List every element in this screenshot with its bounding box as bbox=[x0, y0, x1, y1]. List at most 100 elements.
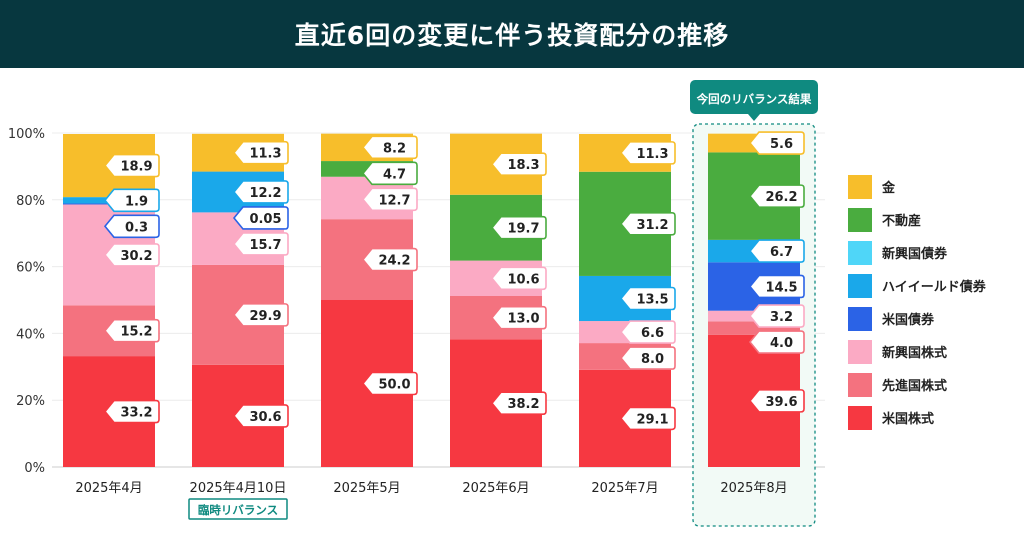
data-label-box bbox=[232, 180, 289, 204]
legend-label: 米国債券 bbox=[882, 313, 935, 328]
y-tick-label: 100% bbox=[8, 127, 45, 142]
data-label-text: 12.2 bbox=[249, 186, 281, 201]
legend-swatch bbox=[848, 372, 872, 397]
y-tick-label: 20% bbox=[16, 394, 45, 409]
data-label: 10.6 bbox=[490, 266, 547, 291]
data-label: 30.6 bbox=[232, 404, 289, 428]
x-tick-label: 2025年6月 bbox=[462, 481, 529, 496]
legend-swatch bbox=[848, 273, 872, 298]
data-label-text: 19.7 bbox=[507, 222, 539, 237]
sublabel-text: 臨時リバランス bbox=[198, 503, 278, 517]
data-label-box bbox=[748, 274, 805, 299]
data-label-text: 12.7 bbox=[378, 193, 410, 208]
data-label-text: 11.3 bbox=[636, 147, 668, 162]
x-tick-label: 2025年5月 bbox=[333, 481, 400, 496]
data-label: 30.2 bbox=[103, 243, 160, 267]
data-label-text: 14.5 bbox=[765, 280, 797, 295]
data-label-text: 38.2 bbox=[507, 397, 539, 412]
data-label-text: 50.0 bbox=[378, 378, 410, 393]
data-label-box bbox=[490, 391, 547, 416]
data-label: 29.1 bbox=[619, 406, 676, 431]
data-label: 11.3 bbox=[232, 140, 289, 165]
data-label-box bbox=[619, 141, 676, 165]
data-label: 18.3 bbox=[490, 152, 547, 177]
data-label-text: 13.5 bbox=[636, 292, 668, 307]
data-label-box bbox=[490, 266, 547, 291]
data-label-box bbox=[748, 184, 805, 208]
data-label-box bbox=[103, 188, 160, 213]
data-label-box bbox=[103, 153, 160, 178]
y-tick-label: 40% bbox=[16, 327, 45, 342]
data-label-text: 24.2 bbox=[378, 254, 410, 269]
data-label-text: 4.0 bbox=[770, 336, 793, 351]
data-label: 4.0 bbox=[748, 330, 805, 354]
data-label-text: 0.3 bbox=[125, 220, 148, 235]
data-label: 14.5 bbox=[748, 274, 805, 299]
data-label-text: 18.3 bbox=[507, 158, 539, 173]
data-label-box bbox=[361, 187, 418, 212]
data-label: 15.2 bbox=[103, 318, 160, 343]
data-label-text: 30.2 bbox=[120, 249, 152, 264]
data-label-text: 15.7 bbox=[249, 238, 281, 253]
data-label-box bbox=[619, 406, 676, 431]
data-label-text: 8.2 bbox=[383, 141, 406, 156]
data-label-text: 8.0 bbox=[641, 352, 664, 367]
legend-item: 不動産 bbox=[848, 203, 1024, 236]
data-label: 26.2 bbox=[748, 184, 805, 208]
highlight-badge-label: 今回のリバランス結果 bbox=[696, 92, 812, 106]
legend: 金不動産 新興国債券 ハイイールド債券 米国債券 新興国株式 先進国株式 米国株式 bbox=[848, 170, 1024, 434]
data-label: 11.3 bbox=[619, 141, 676, 165]
data-label: 24.2 bbox=[361, 247, 418, 272]
data-label-box bbox=[232, 303, 289, 327]
data-label-box bbox=[103, 214, 160, 239]
legend-label: 新興国株式 bbox=[882, 346, 948, 361]
data-label: 18.9 bbox=[103, 153, 160, 178]
legend-item: 新興国株式 bbox=[848, 335, 1024, 368]
data-label-box bbox=[490, 305, 547, 330]
legend-label: 新興国債券 bbox=[882, 247, 948, 262]
data-label-text: 6.6 bbox=[641, 326, 664, 341]
data-label-text: 5.6 bbox=[770, 137, 793, 152]
data-label-text: 10.6 bbox=[507, 272, 539, 287]
highlight-badge bbox=[690, 80, 818, 114]
legend-swatch bbox=[848, 405, 872, 430]
x-tick-label: 2025年4月 bbox=[75, 481, 142, 496]
data-label: 38.2 bbox=[490, 391, 547, 416]
data-label-text: 3.2 bbox=[770, 310, 793, 325]
legend-swatch bbox=[848, 306, 872, 331]
x-tick-label: 2025年8月 bbox=[720, 481, 787, 496]
data-label: 0.3 bbox=[103, 214, 160, 239]
data-label-text: 31.2 bbox=[636, 218, 668, 233]
data-label: 1.9 bbox=[103, 188, 160, 213]
legend-item: 金 bbox=[848, 170, 1024, 203]
data-label-text: 11.3 bbox=[249, 147, 281, 162]
data-label-box bbox=[361, 371, 418, 396]
sublabel-badge bbox=[188, 498, 288, 520]
data-label-text: 33.2 bbox=[120, 406, 152, 421]
data-label-text: 1.9 bbox=[125, 194, 148, 209]
data-label-box bbox=[103, 318, 160, 343]
data-label: 19.7 bbox=[490, 215, 547, 240]
data-label-text: 39.6 bbox=[765, 395, 797, 410]
data-label: 13.5 bbox=[619, 286, 676, 311]
legend-item: 新興国債券 bbox=[848, 236, 1024, 269]
data-label-text: 30.6 bbox=[249, 410, 281, 425]
data-label-box bbox=[619, 346, 676, 370]
data-label-text: 18.9 bbox=[120, 160, 152, 175]
legend-swatch bbox=[848, 174, 872, 199]
data-label-box bbox=[103, 243, 160, 267]
data-label-text: 13.0 bbox=[507, 312, 539, 327]
data-label: 13.0 bbox=[490, 305, 547, 330]
data-label-text: 29.1 bbox=[636, 412, 668, 427]
data-label: 4.7 bbox=[361, 161, 418, 186]
data-label: 6.7 bbox=[748, 239, 805, 263]
data-label-box bbox=[748, 389, 805, 413]
data-label: 12.7 bbox=[361, 187, 418, 212]
data-label: 50.0 bbox=[361, 371, 418, 396]
data-label-box bbox=[490, 215, 547, 240]
data-label-box bbox=[361, 135, 418, 160]
data-label: 15.7 bbox=[232, 232, 289, 256]
data-label-box bbox=[748, 131, 805, 155]
y-tick-label: 60% bbox=[16, 261, 45, 276]
